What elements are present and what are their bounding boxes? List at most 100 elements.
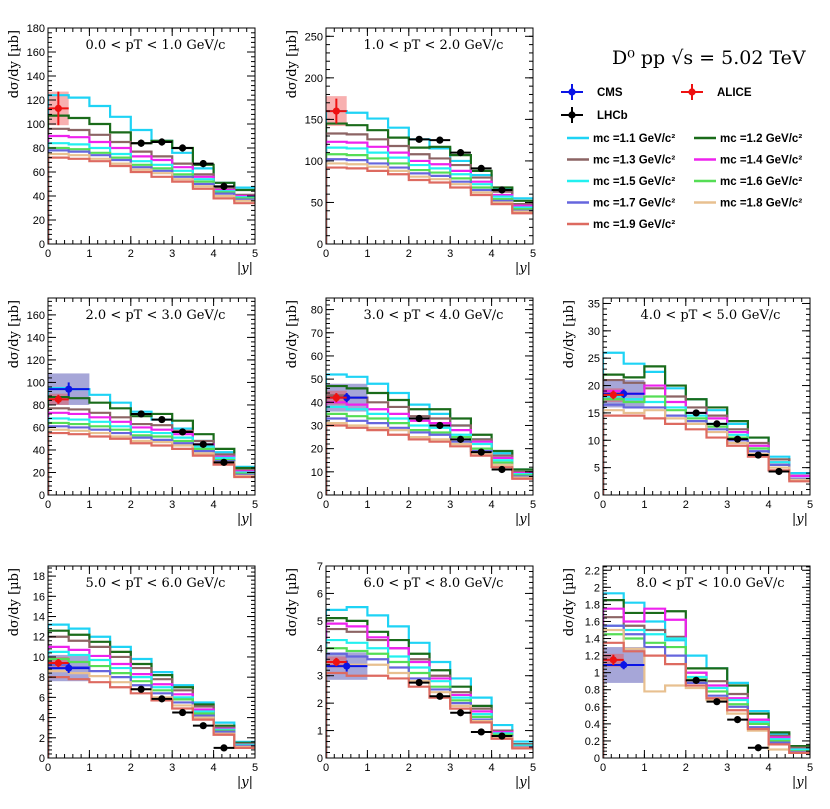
- plot-area: [603, 351, 810, 495]
- legend-label: mc =1.3 GeV/c²: [593, 155, 675, 167]
- data-point-lhcb: [172, 428, 193, 436]
- y-axis-label: dσ/dy [µb]: [562, 568, 577, 636]
- plot-area: [48, 623, 255, 758]
- legend-entry-mass: mc =1.7 GeV/c²: [567, 198, 675, 210]
- marker: [54, 104, 62, 112]
- x-tick-label: 3: [447, 499, 453, 511]
- legend-label: mc =1.5 GeV/c²: [593, 176, 675, 188]
- pt-range-label: 1.0 < pT < 2.0 GeV/c: [364, 38, 504, 53]
- y-tick-label: 10: [311, 467, 323, 479]
- series-line: [603, 641, 810, 758]
- y-axis-label: dσ/dy [µb]: [285, 568, 300, 636]
- chart-panel-4: 0 10 20 30 40 50 60 70 80 0 1 2 3 4 5|y| dσ/dy [µb] 3.0 …: [285, 297, 536, 527]
- legend-label: mc =1.6 GeV/c²: [720, 176, 802, 188]
- marker: [220, 458, 228, 466]
- plot-area: [326, 606, 533, 758]
- data-point-lhcb: [213, 744, 235, 752]
- data-point-lhcb: [192, 160, 214, 168]
- x-tick-label: 2: [683, 499, 689, 511]
- marker: [220, 744, 228, 752]
- x-tick-label: 5: [530, 248, 536, 260]
- marker: [692, 676, 700, 684]
- x-tick-label: 2: [128, 499, 134, 511]
- x-tick-label: 2: [683, 762, 689, 774]
- x-tick-label: 1: [364, 248, 370, 260]
- y-tick-label: 40: [33, 445, 45, 457]
- x-axis-label: |y|: [515, 775, 531, 790]
- x-tick-label: 1: [86, 499, 92, 511]
- data-point-lhcb: [706, 420, 728, 428]
- y-tick-label: 2: [317, 698, 323, 710]
- legend-mass-lines: mc =1.1 GeV/c² mc =1.2 GeV/c² mc =1.3 GeV/…: [567, 133, 802, 231]
- marker: [754, 451, 762, 459]
- data-point-alice: [48, 394, 69, 404]
- legend-entry-mass: mc =1.5 GeV/c²: [567, 176, 675, 188]
- x-tick-label: 4: [489, 762, 495, 774]
- x-tick-label: 1: [364, 762, 370, 774]
- x-tick-label: 3: [169, 762, 175, 774]
- x-tick-label: 4: [766, 499, 772, 511]
- x-tick-label: 2: [128, 762, 134, 774]
- x-tick-label: 4: [489, 248, 495, 260]
- legend-entry-mass: mc =1.2 GeV/c²: [694, 133, 802, 145]
- y-tick-label: 80: [33, 400, 45, 412]
- y-tick-label: 5: [594, 463, 600, 475]
- data-point-lhcb: [450, 149, 471, 157]
- marker: [332, 107, 340, 115]
- marker: [137, 139, 145, 147]
- marker: [620, 661, 628, 669]
- x-tick-label: 0: [323, 499, 329, 511]
- x-tick-label: 3: [724, 762, 730, 774]
- x-tick-label: 0: [600, 499, 606, 511]
- plot-frame: [47, 565, 256, 759]
- marker: [713, 420, 721, 428]
- data-point-lhcb: [408, 678, 430, 687]
- marker: [775, 467, 783, 476]
- plot-frame: [47, 297, 256, 496]
- y-tick-label: 60: [311, 351, 323, 363]
- y-tick-label: 180: [27, 23, 45, 35]
- data-point-lhcb: [747, 451, 769, 459]
- y-tick-label: 8: [39, 672, 45, 684]
- x-axis-label: |y|: [237, 775, 253, 790]
- x-tick-label: 4: [766, 762, 772, 774]
- data-point-cms: [48, 663, 90, 674]
- data-point-cms: [326, 660, 368, 672]
- legend-entry-mass: mc =1.3 GeV/c²: [567, 155, 675, 167]
- data-point-alice: [603, 654, 624, 665]
- y-tick-label: 7: [317, 561, 323, 573]
- y-tick-label: 70: [311, 328, 323, 340]
- y-tick-label: 0: [39, 490, 45, 502]
- x-tick-label: 0: [45, 499, 51, 511]
- marker: [609, 656, 617, 664]
- x-tick-label: 0: [45, 762, 51, 774]
- data-point-lhcb: [130, 410, 152, 418]
- data-point-lhcb: [130, 139, 152, 147]
- data-point-lhcb: [470, 448, 492, 456]
- data-point-lhcb: [408, 414, 430, 423]
- marker: [158, 695, 166, 703]
- marker: [713, 698, 721, 706]
- marker: [498, 732, 506, 740]
- y-tick-label: 20: [33, 467, 45, 479]
- plot-area: [603, 592, 810, 758]
- x-tick-label: 2: [128, 248, 134, 260]
- y-tick-label: 0: [317, 490, 323, 502]
- marker: [332, 658, 340, 666]
- y-tick-label: 14: [33, 612, 45, 624]
- marker: [199, 440, 207, 448]
- x-tick-label: 1: [86, 248, 92, 260]
- x-tick-label: 5: [252, 762, 258, 774]
- legend-label: mc =1.9 GeV/c²: [593, 219, 675, 231]
- x-tick-label: 4: [211, 762, 217, 774]
- marker: [178, 144, 187, 152]
- marker: [436, 136, 444, 144]
- data-point-lhcb: [151, 138, 173, 146]
- y-axis-label: dσ/dy [µb]: [7, 30, 22, 98]
- data-point-lhcb: [491, 465, 513, 474]
- data-point-lhcb: [429, 421, 451, 430]
- marker: [456, 149, 465, 157]
- legend-entry-mass: mc =1.8 GeV/c²: [694, 198, 802, 210]
- x-axis-label: |y|: [515, 261, 531, 276]
